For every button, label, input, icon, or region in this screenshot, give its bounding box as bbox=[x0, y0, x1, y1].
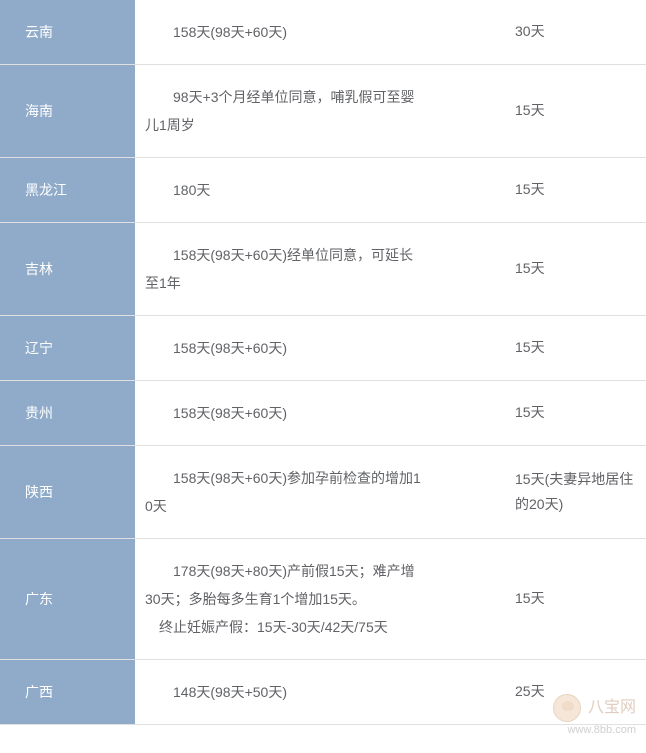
description-line: 终止妊娠产假：15天-30天/42天/75天 bbox=[145, 613, 505, 641]
description-line: 158天(98天+60天)经单位同意，可延长 bbox=[145, 241, 505, 269]
description-line: 158天(98天+60天) bbox=[145, 334, 505, 362]
table-row: 辽宁 158天(98天+60天) 15天 bbox=[0, 316, 646, 381]
days-cell: 15天 bbox=[515, 568, 645, 629]
description-line: 儿1周岁 bbox=[145, 111, 505, 139]
description-cell: 158天(98天+60天) bbox=[135, 0, 515, 64]
days-cell: 15天 bbox=[515, 317, 645, 378]
table-row: 贵州 158天(98天+60天) 15天 bbox=[0, 381, 646, 446]
table-row: 陕西158天(98天+60天)参加孕前检查的增加10天15天(夫妻异地居住的20… bbox=[0, 446, 646, 539]
description-cell: 148天(98天+50天) bbox=[135, 660, 515, 724]
days-cell: 15天 bbox=[515, 382, 645, 443]
description-line: 0天 bbox=[145, 492, 505, 520]
table-row: 吉林158天(98天+60天)经单位同意，可延长至1年15天 bbox=[0, 223, 646, 316]
description-cell: 158天(98天+60天) bbox=[135, 381, 515, 445]
days-cell: 15天 bbox=[515, 80, 645, 141]
description-line: 180天 bbox=[145, 176, 505, 204]
province-cell: 云南 bbox=[0, 0, 135, 64]
description-line: 30天；多胎每多生育1个增加15天。 bbox=[145, 585, 505, 613]
days-cell: 15天 bbox=[515, 159, 645, 220]
province-cell: 广东 bbox=[0, 539, 135, 659]
description-cell: 178天(98天+80天)产前假15天；难产增30天；多胎每多生育1个增加15天… bbox=[135, 539, 515, 659]
description-line: 158天(98天+60天)参加孕前检查的增加1 bbox=[145, 464, 505, 492]
province-cell: 陕西 bbox=[0, 446, 135, 538]
days-cell: 30天 bbox=[515, 1, 645, 62]
province-cell: 黑龙江 bbox=[0, 158, 135, 222]
province-cell: 广西 bbox=[0, 660, 135, 724]
description-cell: 180天 bbox=[135, 158, 515, 222]
description-cell: 158天(98天+60天)参加孕前检查的增加10天 bbox=[135, 446, 515, 538]
days-cell: 25天 bbox=[515, 661, 645, 722]
table-row: 广西 148天(98天+50天) 25天 bbox=[0, 660, 646, 725]
table-row: 黑龙江 180天 15天 bbox=[0, 158, 646, 223]
description-line: 98天+3个月经单位同意，哺乳假可至婴 bbox=[145, 83, 505, 111]
description-cell: 158天(98天+60天)经单位同意，可延长至1年 bbox=[135, 223, 515, 315]
description-line: 158天(98天+60天) bbox=[145, 18, 505, 46]
description-line: 158天(98天+60天) bbox=[145, 399, 505, 427]
description-line: 178天(98天+80天)产前假15天；难产增 bbox=[145, 557, 505, 585]
province-cell: 贵州 bbox=[0, 381, 135, 445]
leave-table: 云南158天(98天+60天)30天海南98天+3个月经单位同意，哺乳假可至婴儿… bbox=[0, 0, 646, 725]
description-line: 148天(98天+50天) bbox=[145, 678, 505, 706]
table-row: 广东178天(98天+80天)产前假15天；难产增30天；多胎每多生育1个增加1… bbox=[0, 539, 646, 660]
days-cell: 15天 bbox=[515, 238, 645, 299]
description-cell: 158天(98天+60天) bbox=[135, 316, 515, 380]
province-cell: 海南 bbox=[0, 65, 135, 157]
table-row: 云南 158天(98天+60天) 30天 bbox=[0, 0, 646, 65]
watermark-url: www.8bb.com bbox=[568, 724, 636, 736]
table-row: 海南98天+3个月经单位同意，哺乳假可至婴儿1周岁15天 bbox=[0, 65, 646, 158]
province-cell: 吉林 bbox=[0, 223, 135, 315]
province-cell: 辽宁 bbox=[0, 316, 135, 380]
description-line: 至1年 bbox=[145, 269, 505, 297]
days-cell: 15天(夫妻异地居住的20天) bbox=[515, 449, 645, 535]
description-cell: 98天+3个月经单位同意，哺乳假可至婴儿1周岁 bbox=[135, 65, 515, 157]
